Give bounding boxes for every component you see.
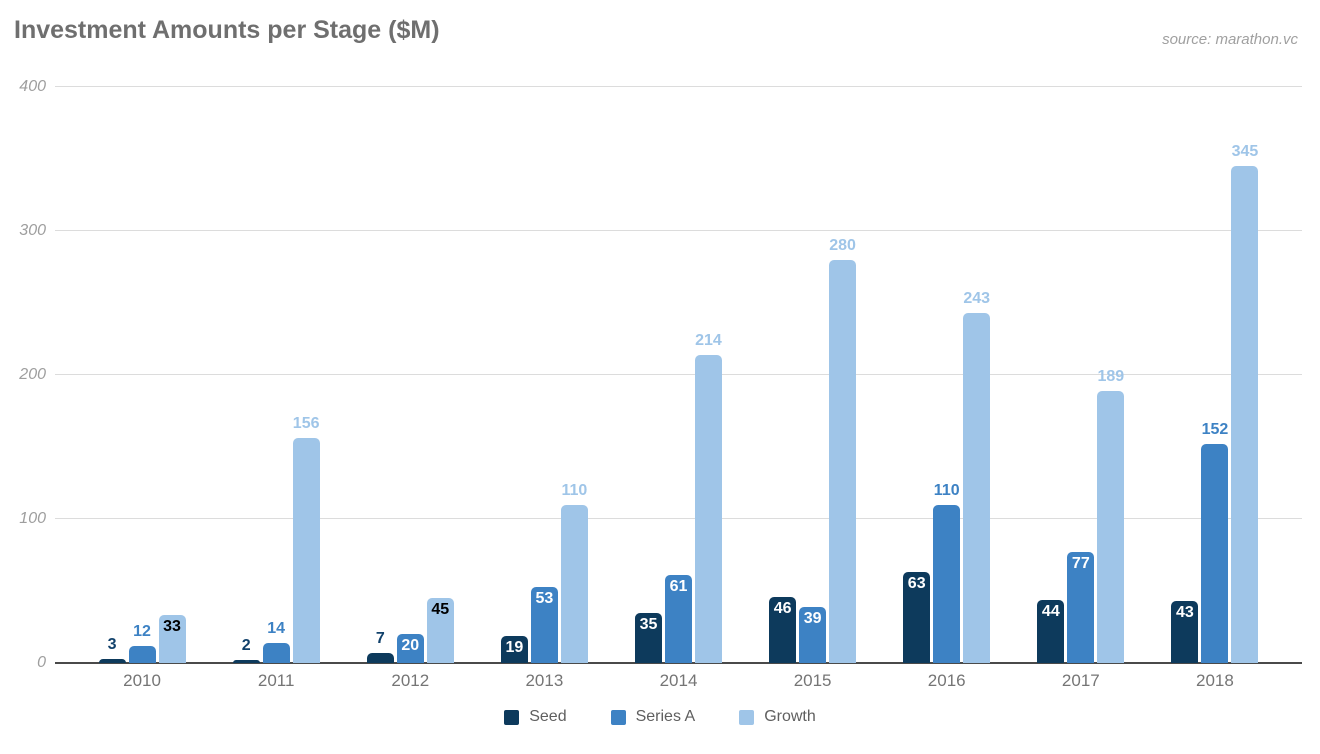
bar-growth-2013: 110	[560, 482, 588, 663]
bar-value-label: 20	[401, 637, 420, 655]
bar-series-a-2011: 14	[262, 620, 290, 663]
bar-value-label: 12	[133, 622, 151, 640]
bar-group-2016: 63 110 243	[880, 87, 1014, 663]
bar-series-a-2012: 20	[396, 634, 424, 663]
y-tick-label: 300	[19, 222, 46, 239]
y-tick-label: 0	[37, 654, 46, 671]
y-tick-label: 200	[19, 366, 46, 383]
bar-value-label: 53	[535, 589, 554, 607]
bar-growth-2014: 214	[694, 332, 722, 663]
bar-value-label: 44	[1041, 602, 1060, 620]
x-tick-label-2017: 2017	[1061, 671, 1100, 690]
bar-value-label: 33	[163, 618, 181, 636]
gridline	[55, 230, 1302, 231]
chart-source: source: marathon.vc	[1162, 31, 1298, 48]
bar-group-2010: 3 12 33	[75, 87, 209, 663]
bar-value-label: 43	[1176, 604, 1194, 622]
bar-value-label: 77	[1071, 555, 1090, 573]
bar-group-2015: 46 39 280	[746, 87, 880, 663]
chart-title: Investment Amounts per Stage ($M)	[14, 16, 440, 44]
bar-growth-2018: 345	[1231, 143, 1259, 663]
bar-seed-2011: 2	[232, 637, 260, 663]
x-tick-label-2016: 2016	[927, 671, 966, 690]
y-tick-label: 100	[19, 510, 46, 527]
bar-value-label: 156	[292, 415, 320, 433]
legend: Seed Series A Growth	[0, 708, 1320, 726]
bar-value-label: 280	[829, 236, 856, 254]
bar-seed-2013: 19	[500, 635, 528, 663]
bar-value-label: 61	[669, 578, 688, 596]
x-tick-label-2012: 2012	[391, 671, 430, 690]
bar-value-label: 110	[561, 481, 588, 499]
bar-value-label: 2	[241, 637, 251, 655]
bar-group-2012: 7 20 45	[343, 87, 477, 663]
bar-series-a-2014: 61	[664, 575, 692, 663]
bar-seed-2016: 63	[903, 572, 931, 663]
bar-group-2018: 43 152 345	[1148, 87, 1282, 663]
bar-value-label: 19	[505, 638, 524, 656]
bar-growth-2016: 243	[963, 290, 991, 663]
gridline	[55, 374, 1302, 375]
bar-value-label: 35	[639, 615, 658, 633]
bar-series-a-2016: 110	[933, 482, 961, 663]
plot-area: 3 12 33 2 14 156 7 20 45 19 53 110 35 61 214 46 39 280 63 1…	[55, 86, 1302, 664]
x-tick-label-2015: 2015	[793, 671, 832, 690]
bar-growth-2010: 33	[158, 615, 186, 663]
bar-growth-2017: 189	[1097, 368, 1125, 663]
bar-seed-2017: 44	[1037, 599, 1065, 663]
legend-item-seed: Seed	[504, 708, 567, 726]
bar-group-2017: 44 77 189	[1014, 87, 1148, 663]
bar-series-a-2015: 39	[799, 606, 827, 663]
bar-group-2011: 2 14 156	[209, 87, 343, 663]
bar-seed-2015: 46	[769, 596, 797, 663]
bar-series-a-2013: 53	[530, 586, 558, 663]
bar-value-label: 45	[431, 601, 450, 619]
bar-seed-2010: 3	[98, 636, 126, 663]
bar-value-label: 243	[963, 290, 991, 308]
x-axis: 2010 2011 2012 2013 2014 2015 2016 2017 2018	[55, 671, 1302, 691]
legend-label: Series A	[635, 708, 696, 725]
bar-value-label: 14	[267, 619, 286, 637]
legend-swatch-icon	[504, 709, 520, 725]
bar-seed-2018: 43	[1171, 601, 1199, 663]
bar-value-label: 7	[375, 629, 385, 647]
bar-value-label: 345	[1231, 143, 1259, 161]
legend-label: Seed	[529, 708, 567, 725]
bar-growth-2011: 156	[292, 415, 320, 663]
x-tick-label-2013: 2013	[525, 671, 564, 690]
bar-series-a-2017: 77	[1067, 552, 1095, 663]
x-tick-label-2018: 2018	[1196, 671, 1234, 690]
legend-item-series-a: Series A	[610, 708, 696, 726]
bar-group-2014: 35 61 214	[611, 87, 745, 663]
bar-value-label: 110	[933, 481, 960, 499]
gridline	[55, 86, 1302, 87]
bar-seed-2014: 35	[634, 612, 662, 663]
bar-series-a-2018: 152	[1201, 421, 1229, 663]
bar-growth-2012: 45	[426, 598, 454, 663]
y-tick-label: 400	[19, 78, 46, 95]
legend-item-growth: Growth	[739, 708, 816, 726]
bar-growth-2015: 280	[829, 237, 857, 663]
bar-group-2013: 19 53 110	[477, 87, 611, 663]
bar-value-label: 63	[907, 575, 926, 593]
bar-value-label: 214	[695, 331, 722, 349]
legend-swatch-icon	[739, 709, 755, 725]
bar-value-label: 46	[773, 599, 792, 617]
bar-groups: 3 12 33 2 14 156 7 20 45 19 53 110 35 61 214 46 39 280 63 1…	[55, 87, 1302, 663]
bar-value-label: 189	[1097, 367, 1125, 385]
legend-swatch-icon	[610, 709, 626, 725]
bar-value-label: 39	[803, 609, 822, 627]
x-axis-baseline	[55, 662, 1302, 664]
bar-seed-2012: 7	[366, 630, 394, 663]
x-tick-label-2011: 2011	[257, 671, 295, 690]
x-tick-label-2010: 2010	[123, 671, 161, 690]
bar-value-label: 152	[1201, 421, 1229, 439]
gridline	[55, 518, 1302, 519]
bar-series-a-2010: 12	[128, 623, 156, 663]
bar-value-label: 3	[107, 635, 117, 653]
x-tick-label-2014: 2014	[659, 671, 698, 690]
legend-label: Growth	[764, 708, 816, 725]
y-axis: 0 100 200 300 400	[0, 78, 46, 671]
